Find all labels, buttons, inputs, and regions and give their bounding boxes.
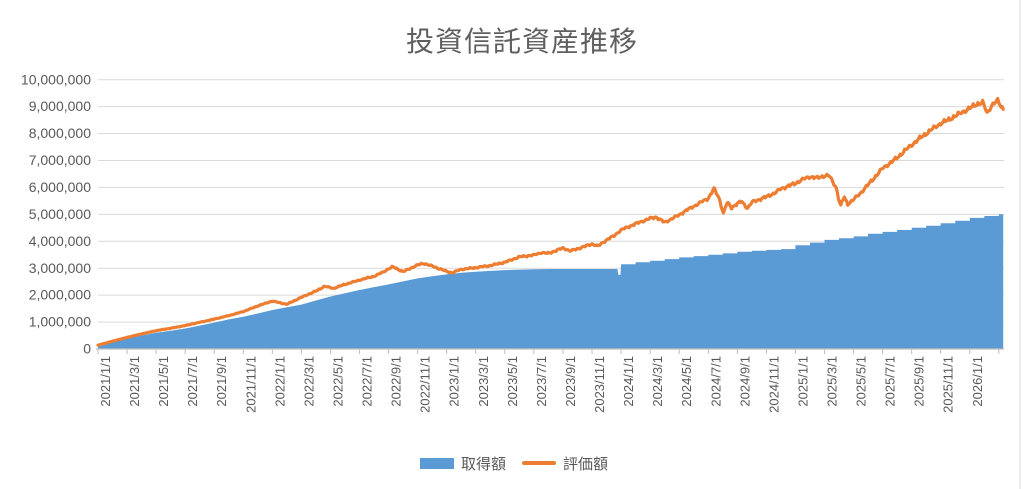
y-tick-label: 5,000,000 <box>29 206 91 222</box>
x-tick-label: 2023/3/1 <box>476 356 491 407</box>
x-tick-label: 2023/7/1 <box>534 356 549 407</box>
y-tick-label: 8,000,000 <box>29 125 91 141</box>
x-tick-label: 2022/11/1 <box>418 356 433 413</box>
x-tick-label: 2025/3/1 <box>825 356 840 407</box>
chart-title: 投資信託資産推移 <box>405 26 638 57</box>
x-tick-label: 2023/9/1 <box>563 356 578 407</box>
legend-label-acquisition: 取得額 <box>460 455 506 473</box>
x-tick-label: 2021/3/1 <box>127 356 142 407</box>
y-tick-label: 6,000,000 <box>29 179 91 195</box>
x-tick-label: 2023/5/1 <box>505 356 520 407</box>
evaluation-line <box>96 96 1005 347</box>
y-tick-label: 9,000,000 <box>29 98 91 114</box>
x-tick-label: 2022/5/1 <box>330 356 345 407</box>
x-tick-label: 2021/11/1 <box>243 356 258 413</box>
x-tick-label: 2022/1/1 <box>272 356 287 407</box>
x-tick-label: 2021/1/1 <box>98 356 113 407</box>
x-tick-label: 2022/9/1 <box>389 356 404 407</box>
x-tick-label: 2024/9/1 <box>737 356 752 407</box>
x-tick-label: 2025/5/1 <box>854 356 869 407</box>
y-tick-label: 3,000,000 <box>29 260 91 276</box>
x-tick-label: 2021/9/1 <box>214 356 229 407</box>
legend-label-evaluation: 評価額 <box>563 455 609 473</box>
x-tick-label: 2022/3/1 <box>301 356 316 407</box>
acquisition-area <box>98 214 1004 349</box>
x-tick-label: 2026/1/1 <box>970 356 985 407</box>
chart-legend: 取得額 評価額 <box>0 451 1024 475</box>
x-tick-label: 2023/11/1 <box>592 356 607 413</box>
x-tick-label: 2024/5/1 <box>679 356 694 407</box>
x-tick-label: 2024/7/1 <box>708 356 723 407</box>
x-tick-label: 2025/11/1 <box>941 356 956 413</box>
legend-swatch-acquisition <box>419 457 454 469</box>
x-tick-label: 2024/1/1 <box>621 356 636 407</box>
y-tick-label: 2,000,000 <box>29 287 91 303</box>
y-tick-label: 7,000,000 <box>29 152 91 168</box>
legend-swatch-evaluation <box>522 461 556 465</box>
x-tick-label: 2022/7/1 <box>360 356 375 407</box>
y-tick-label: 10,000,000 <box>21 71 91 87</box>
x-tick-label: 2025/1/1 <box>795 356 810 407</box>
x-tick-label: 2025/7/1 <box>883 356 898 407</box>
x-tick-label: 2021/7/1 <box>185 356 200 407</box>
y-tick-label: 4,000,000 <box>29 233 91 249</box>
y-tick-label: 1,000,000 <box>29 314 91 330</box>
x-tick-label: 2024/3/1 <box>650 356 665 407</box>
x-tick-label: 2024/11/1 <box>766 356 781 413</box>
y-tick-label: 0 <box>83 341 91 357</box>
x-tick-label: 2021/5/1 <box>156 356 171 407</box>
x-tick-label: 2025/9/1 <box>912 356 927 407</box>
x-tick-label: 2023/1/1 <box>447 356 462 407</box>
